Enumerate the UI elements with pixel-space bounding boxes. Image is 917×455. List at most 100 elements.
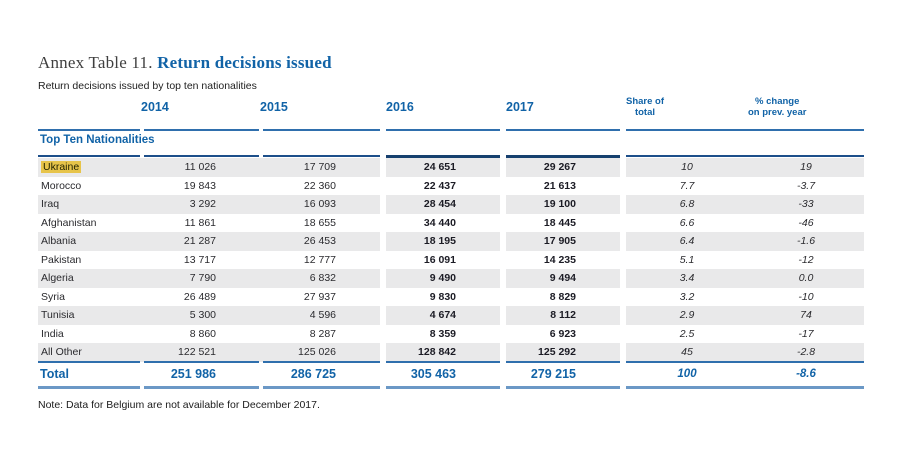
header-2015: 2015 (260, 99, 288, 114)
nationality-label: All Other (41, 346, 82, 359)
value-2016: 28 454 (386, 195, 500, 214)
section-label: Top Ten Nationalities (40, 134, 155, 146)
table-row: Ukraine 11 026 17 709 24 651 29 267 10 1… (38, 158, 864, 177)
value-share-of-total: 3.4 (626, 269, 748, 288)
return-decisions-table: 2014 2015 2016 2017 Share of total % cha… (38, 96, 864, 392)
table-row: All Other 122 521 125 026 128 842 125 29… (38, 343, 864, 362)
value-pct-change: 0.0 (748, 269, 864, 288)
table-title: Return decisions issued (157, 53, 332, 72)
table-row: Algeria 7 790 6 832 9 490 9 494 3.4 0.0 (38, 269, 864, 288)
value-pct-change: 74 (748, 306, 864, 325)
total-2015: 286 725 (290, 367, 336, 381)
value-2014: 19 843 (183, 179, 216, 192)
value-2016: 18 195 (386, 232, 500, 251)
value-2014: 13 717 (183, 253, 216, 266)
value-pct-change: -12 (798, 253, 814, 266)
value-2016: 34 440 (423, 216, 456, 229)
nationality-cell: Iraq (38, 195, 141, 214)
table-row: Albania 21 287 26 453 18 195 17 905 6.4 … (38, 232, 864, 251)
value-pct-change: -1.6 (748, 232, 864, 251)
table-row: Morocco 19 843 22 360 22 437 21 613 7.7 … (38, 177, 864, 196)
value-2015: 26 453 (260, 232, 380, 251)
header-2014: 2014 (141, 99, 169, 114)
table-row: Tunisia 5 300 4 596 4 674 8 112 2.9 74 (38, 306, 864, 325)
value-share-of-total: 5.1 (679, 253, 695, 266)
value-2014: 122 521 (141, 343, 260, 362)
body-bottom-rule (38, 361, 864, 363)
nationality-cell: Tunisia (38, 306, 141, 325)
value-2015: 22 360 (303, 179, 336, 192)
value-2016: 9 830 (429, 290, 456, 303)
value-2014: 11 861 (184, 216, 216, 229)
value-pct-change: -17 (798, 327, 814, 340)
value-2016: 4 674 (386, 306, 500, 325)
table-body: Ukraine 11 026 17 709 24 651 29 267 10 1… (38, 158, 864, 362)
value-share-of-total: 10 (626, 158, 748, 177)
total-label: Total (40, 367, 69, 381)
value-pct-change: -3.7 (796, 179, 816, 192)
nationality-cell: Afghanistan (38, 214, 141, 233)
table-row: Iraq 3 292 16 093 28 454 19 100 6.8 -33 (38, 195, 864, 214)
value-2017: 29 267 (506, 158, 620, 177)
value-2017: 19 100 (506, 195, 620, 214)
value-2015: 27 937 (303, 290, 336, 303)
value-2014: 3 292 (141, 195, 260, 214)
footnote: Note: Data for Belgium are not available… (38, 399, 320, 411)
value-pct-change: -33 (748, 195, 864, 214)
nationality-cell: Morocco (38, 177, 141, 196)
nationality-label: Ukraine (41, 161, 82, 174)
table-bottom-rule (38, 386, 864, 389)
value-2015: 125 026 (260, 343, 380, 362)
value-2014: 8 860 (189, 327, 216, 340)
nationality-label: Albania (41, 235, 77, 248)
value-2014: 5 300 (141, 306, 260, 325)
value-2014: 7 790 (141, 269, 260, 288)
nationality-label: Syria (41, 290, 65, 303)
nationality-label: Pakistan (41, 253, 82, 266)
header-2016: 2016 (386, 99, 414, 114)
nationality-label: Algeria (41, 272, 74, 285)
table-number-label: Annex Table 11. (38, 53, 153, 72)
nationality-cell: Albania (38, 232, 141, 251)
nationality-cell: Pakistan (38, 251, 141, 270)
value-2017: 6 923 (549, 327, 576, 340)
table-row: Afghanistan 11 861 18 655 34 440 18 445 … (38, 214, 864, 233)
value-2015: 17 709 (260, 158, 380, 177)
value-share-of-total: 6.6 (679, 216, 695, 229)
value-2016: 128 842 (386, 343, 500, 362)
nationality-label: Morocco (41, 179, 82, 192)
value-pct-change: 19 (748, 158, 864, 177)
value-share-of-total: 2.5 (679, 327, 695, 340)
header-underline (38, 129, 864, 131)
value-share-of-total: 6.4 (626, 232, 748, 251)
nationality-label: India (41, 327, 64, 340)
value-share-of-total: 7.7 (679, 179, 695, 192)
value-2016: 16 091 (423, 253, 456, 266)
nationality-cell: Algeria (38, 269, 141, 288)
nationality-label: Tunisia (41, 309, 75, 322)
value-2017: 21 613 (543, 179, 576, 192)
value-2015: 8 287 (309, 327, 336, 340)
value-share-of-total: 2.9 (626, 306, 748, 325)
header-2017: 2017 (506, 99, 534, 114)
total-2017: 279 215 (530, 367, 576, 381)
value-2015: 12 777 (303, 253, 336, 266)
value-pct-change: -10 (798, 290, 814, 303)
value-share-of-total: 3.2 (679, 290, 695, 303)
value-2017: 18 445 (543, 216, 576, 229)
value-2017: 14 235 (543, 253, 576, 266)
total-pct-change: -8.6 (796, 368, 816, 380)
value-2015: 6 832 (260, 269, 380, 288)
value-2015: 16 093 (260, 195, 380, 214)
table-subtitle: Return decisions issued by top ten natio… (38, 80, 257, 92)
page-title: Annex Table 11. Return decisions issued (38, 52, 332, 73)
nationality-cell: Syria (38, 288, 141, 307)
value-2015: 18 655 (303, 216, 336, 229)
value-2016: 22 437 (423, 179, 456, 192)
value-2017: 8 112 (506, 306, 620, 325)
value-2014: 26 489 (183, 290, 216, 303)
nationality-cell: Ukraine (38, 158, 141, 177)
value-2014: 11 026 (141, 158, 260, 177)
header-share-of-total: Share of total (626, 95, 665, 118)
